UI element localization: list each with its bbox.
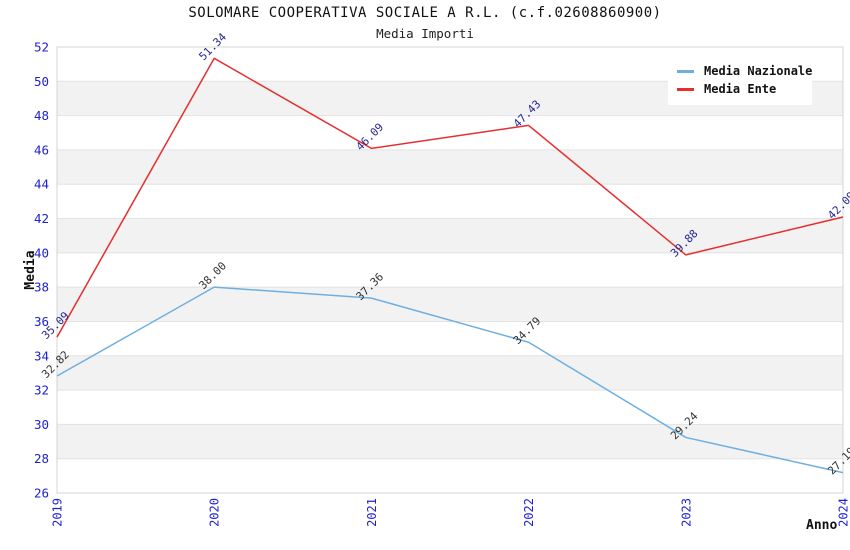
y-tick-label: 42 — [34, 211, 49, 226]
background-stripe — [57, 355, 843, 391]
y-tick-label: 40 — [34, 245, 49, 260]
y-tick-label: 48 — [34, 108, 49, 123]
y-tick-label: 50 — [34, 74, 49, 89]
x-tick-label: 2023 — [679, 498, 693, 527]
legend-label: Media Nazionale — [704, 64, 813, 78]
background-stripe — [57, 218, 843, 253]
y-tick-label: 52 — [34, 40, 49, 55]
data-label: 42.09 — [825, 189, 850, 222]
x-tick-label: 2019 — [51, 498, 65, 527]
plot-border — [56, 46, 844, 494]
legend-item-media-nazionale: Media Nazionale — [677, 62, 812, 80]
y-tick-label: 36 — [34, 314, 49, 329]
media-ente-line-swatch — [677, 87, 694, 91]
y-tick-label: 30 — [34, 417, 49, 432]
chart-subtitle: Media Importi — [376, 26, 474, 41]
x-axis-title: Anno — [806, 518, 838, 533]
legend: Media Nazionale Media Ente — [668, 56, 812, 105]
x-tick-label: 2021 — [365, 498, 379, 527]
legend-label: Media Ente — [704, 82, 777, 96]
background-stripe — [57, 149, 843, 185]
x-tick-label: 2020 — [208, 498, 222, 527]
legend-item-media-ente: Media Ente — [677, 80, 804, 98]
x-tick-label: 2022 — [522, 498, 536, 527]
series-line-media-nazionale — [56, 286, 844, 474]
background-stripe — [57, 424, 843, 459]
y-tick-label: 34 — [34, 348, 49, 363]
series-line-media-ente — [56, 57, 844, 338]
y-tick-label: 26 — [34, 486, 49, 501]
y-tick-label: 38 — [34, 280, 49, 295]
chart-title: SOLOMARE COOPERATIVA SOCIALE A R.L. (c.f… — [188, 5, 662, 21]
y-tick-label: 46 — [34, 142, 49, 157]
y-tick-label: 28 — [34, 451, 49, 466]
y-tick-label: 44 — [34, 177, 49, 192]
y-axis-title: Media — [23, 250, 38, 290]
background-stripe — [57, 287, 843, 322]
x-tick-label: 2024 — [837, 498, 850, 527]
y-tick-label: 32 — [34, 383, 49, 398]
media-nazionale-line-swatch — [677, 69, 694, 73]
